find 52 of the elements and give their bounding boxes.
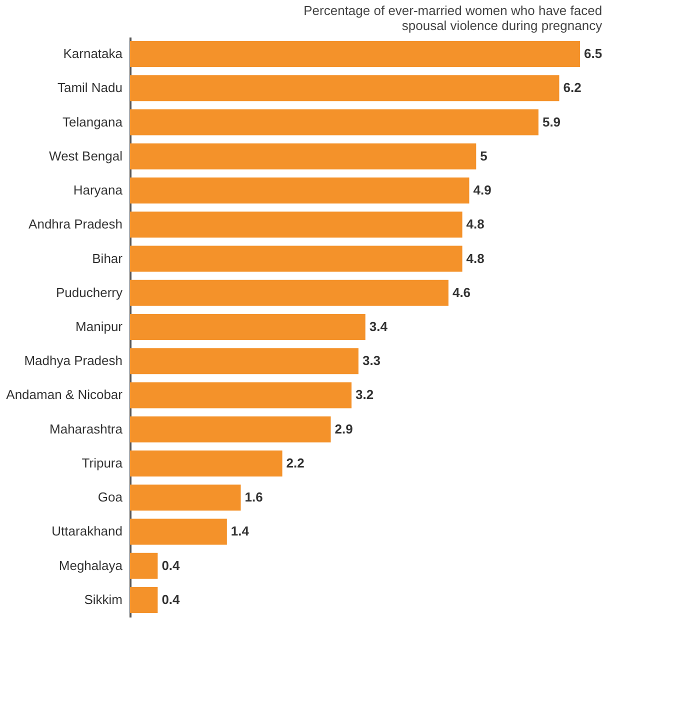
- bar: [130, 382, 352, 408]
- y-tick-label: Karnataka: [63, 46, 124, 62]
- y-tick-label: Madhya Pradesh: [24, 353, 122, 368]
- bar: [130, 314, 366, 340]
- y-tick-label: Tamil Nadu: [57, 80, 122, 96]
- bar: [130, 75, 560, 102]
- bar: [130, 518, 227, 545]
- bar: [130, 552, 158, 579]
- bar: [130, 450, 282, 476]
- bar: [130, 484, 241, 511]
- y-tick-label: Telangana: [62, 114, 124, 130]
- data-label: 1.6: [244, 490, 263, 505]
- data-label: 5: [480, 148, 488, 164]
- data-label: 0.4: [162, 558, 181, 573]
- data-label: 3.2: [356, 387, 374, 402]
- bar: [130, 348, 358, 374]
- data-label: 5.9: [542, 114, 561, 130]
- bar: [130, 280, 448, 306]
- y-tick-label: West Bengal: [49, 148, 123, 164]
- y-tick-label: Andaman & Nicobar: [6, 387, 124, 402]
- bar: [130, 586, 158, 613]
- bar: [130, 212, 462, 238]
- chart-subtitle: Percentage of ever-married women who have faced spousal violence during pregnancy: [304, 3, 603, 33]
- data-label: 4.6: [452, 284, 471, 300]
- data-label: 1.4: [230, 524, 250, 539]
- y-tick-label: Goa: [98, 490, 124, 505]
- bar: [130, 246, 462, 272]
- data-label: 6.2: [563, 80, 582, 96]
- data-label: 4.8: [466, 216, 484, 232]
- bar: [130, 416, 331, 442]
- y-tick-label: Uttarakhand: [52, 524, 122, 539]
- data-label: 4.8: [466, 250, 484, 266]
- data-label: 2.2: [286, 455, 304, 470]
- y-tick-label: Puducherry: [56, 284, 123, 300]
- bar: [130, 178, 470, 204]
- y-tick-label: Bihar: [92, 250, 124, 266]
- y-tick-label: Haryana: [73, 182, 124, 198]
- y-tick-label: Meghalaya: [58, 558, 124, 573]
- y-tick-label: Manipur: [76, 319, 124, 334]
- data-label: 0.4: [162, 592, 181, 607]
- bar: [130, 109, 538, 136]
- data-label: 3.3: [362, 353, 381, 368]
- y-tick-label: Sikkim: [84, 592, 122, 607]
- y-tick-label: Andhra Pradesh: [28, 216, 122, 232]
- y-tick-label: Tripura: [82, 455, 124, 470]
- data-label: 6.5: [584, 46, 602, 62]
- y-tick-label: Maharashtra: [50, 421, 124, 436]
- data-label: 4.9: [473, 182, 492, 198]
- data-label: 2.9: [334, 421, 353, 436]
- data-label: 3.4: [369, 319, 388, 334]
- bar: [130, 41, 580, 68]
- bar: [130, 143, 476, 170]
